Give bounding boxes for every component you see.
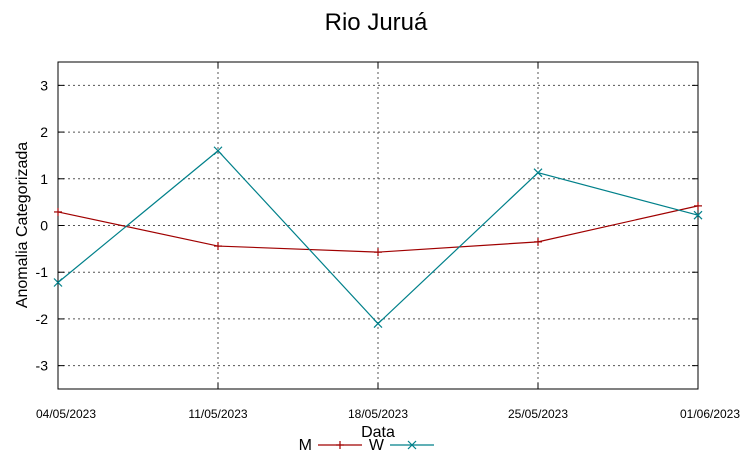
legend-label-W: W	[369, 437, 385, 454]
data-point-W	[373, 319, 383, 329]
y-axis-ticks: 3 2 1 0 -1 -2 -3	[36, 77, 698, 374]
y-axis-label: Anomalia Categorizada	[14, 142, 31, 308]
y-tick-label: 3	[40, 77, 48, 93]
data-point-M	[54, 207, 62, 216]
y-tick-label: -3	[36, 358, 49, 374]
chart-title: Rio Juruá	[325, 9, 428, 36]
x-tick-label: 01/06/2023	[680, 407, 740, 421]
data-point-M	[374, 248, 382, 257]
y-tick-label: -2	[36, 311, 49, 327]
data-point-M	[534, 237, 542, 246]
data-point-M	[694, 201, 702, 210]
legend-label-M: M	[299, 437, 312, 454]
data-point-W	[533, 168, 543, 178]
x-tick-label: 25/05/2023	[508, 407, 568, 421]
y-tick-label: 2	[40, 124, 48, 140]
legend-marker	[407, 440, 417, 450]
x-tick-label: 04/05/2023	[36, 407, 96, 421]
y-tick-label: 1	[40, 171, 48, 187]
data-point-W	[693, 210, 703, 220]
data-point-W	[213, 146, 223, 156]
x-tick-label: 11/05/2023	[188, 407, 247, 421]
x-axis-ticks: 04/05/2023 11/05/2023 18/05/2023 25/05/2023…	[36, 62, 740, 421]
data-point-W	[53, 278, 63, 287]
y-tick-label: -1	[36, 264, 49, 280]
x-axis-label: Data	[361, 424, 395, 441]
y-tick-label: 0	[40, 218, 48, 234]
x-tick-label: 18/05/2023	[348, 407, 408, 421]
series-lines	[53, 146, 703, 329]
gridlines	[58, 62, 698, 389]
data-point-M	[214, 242, 222, 251]
